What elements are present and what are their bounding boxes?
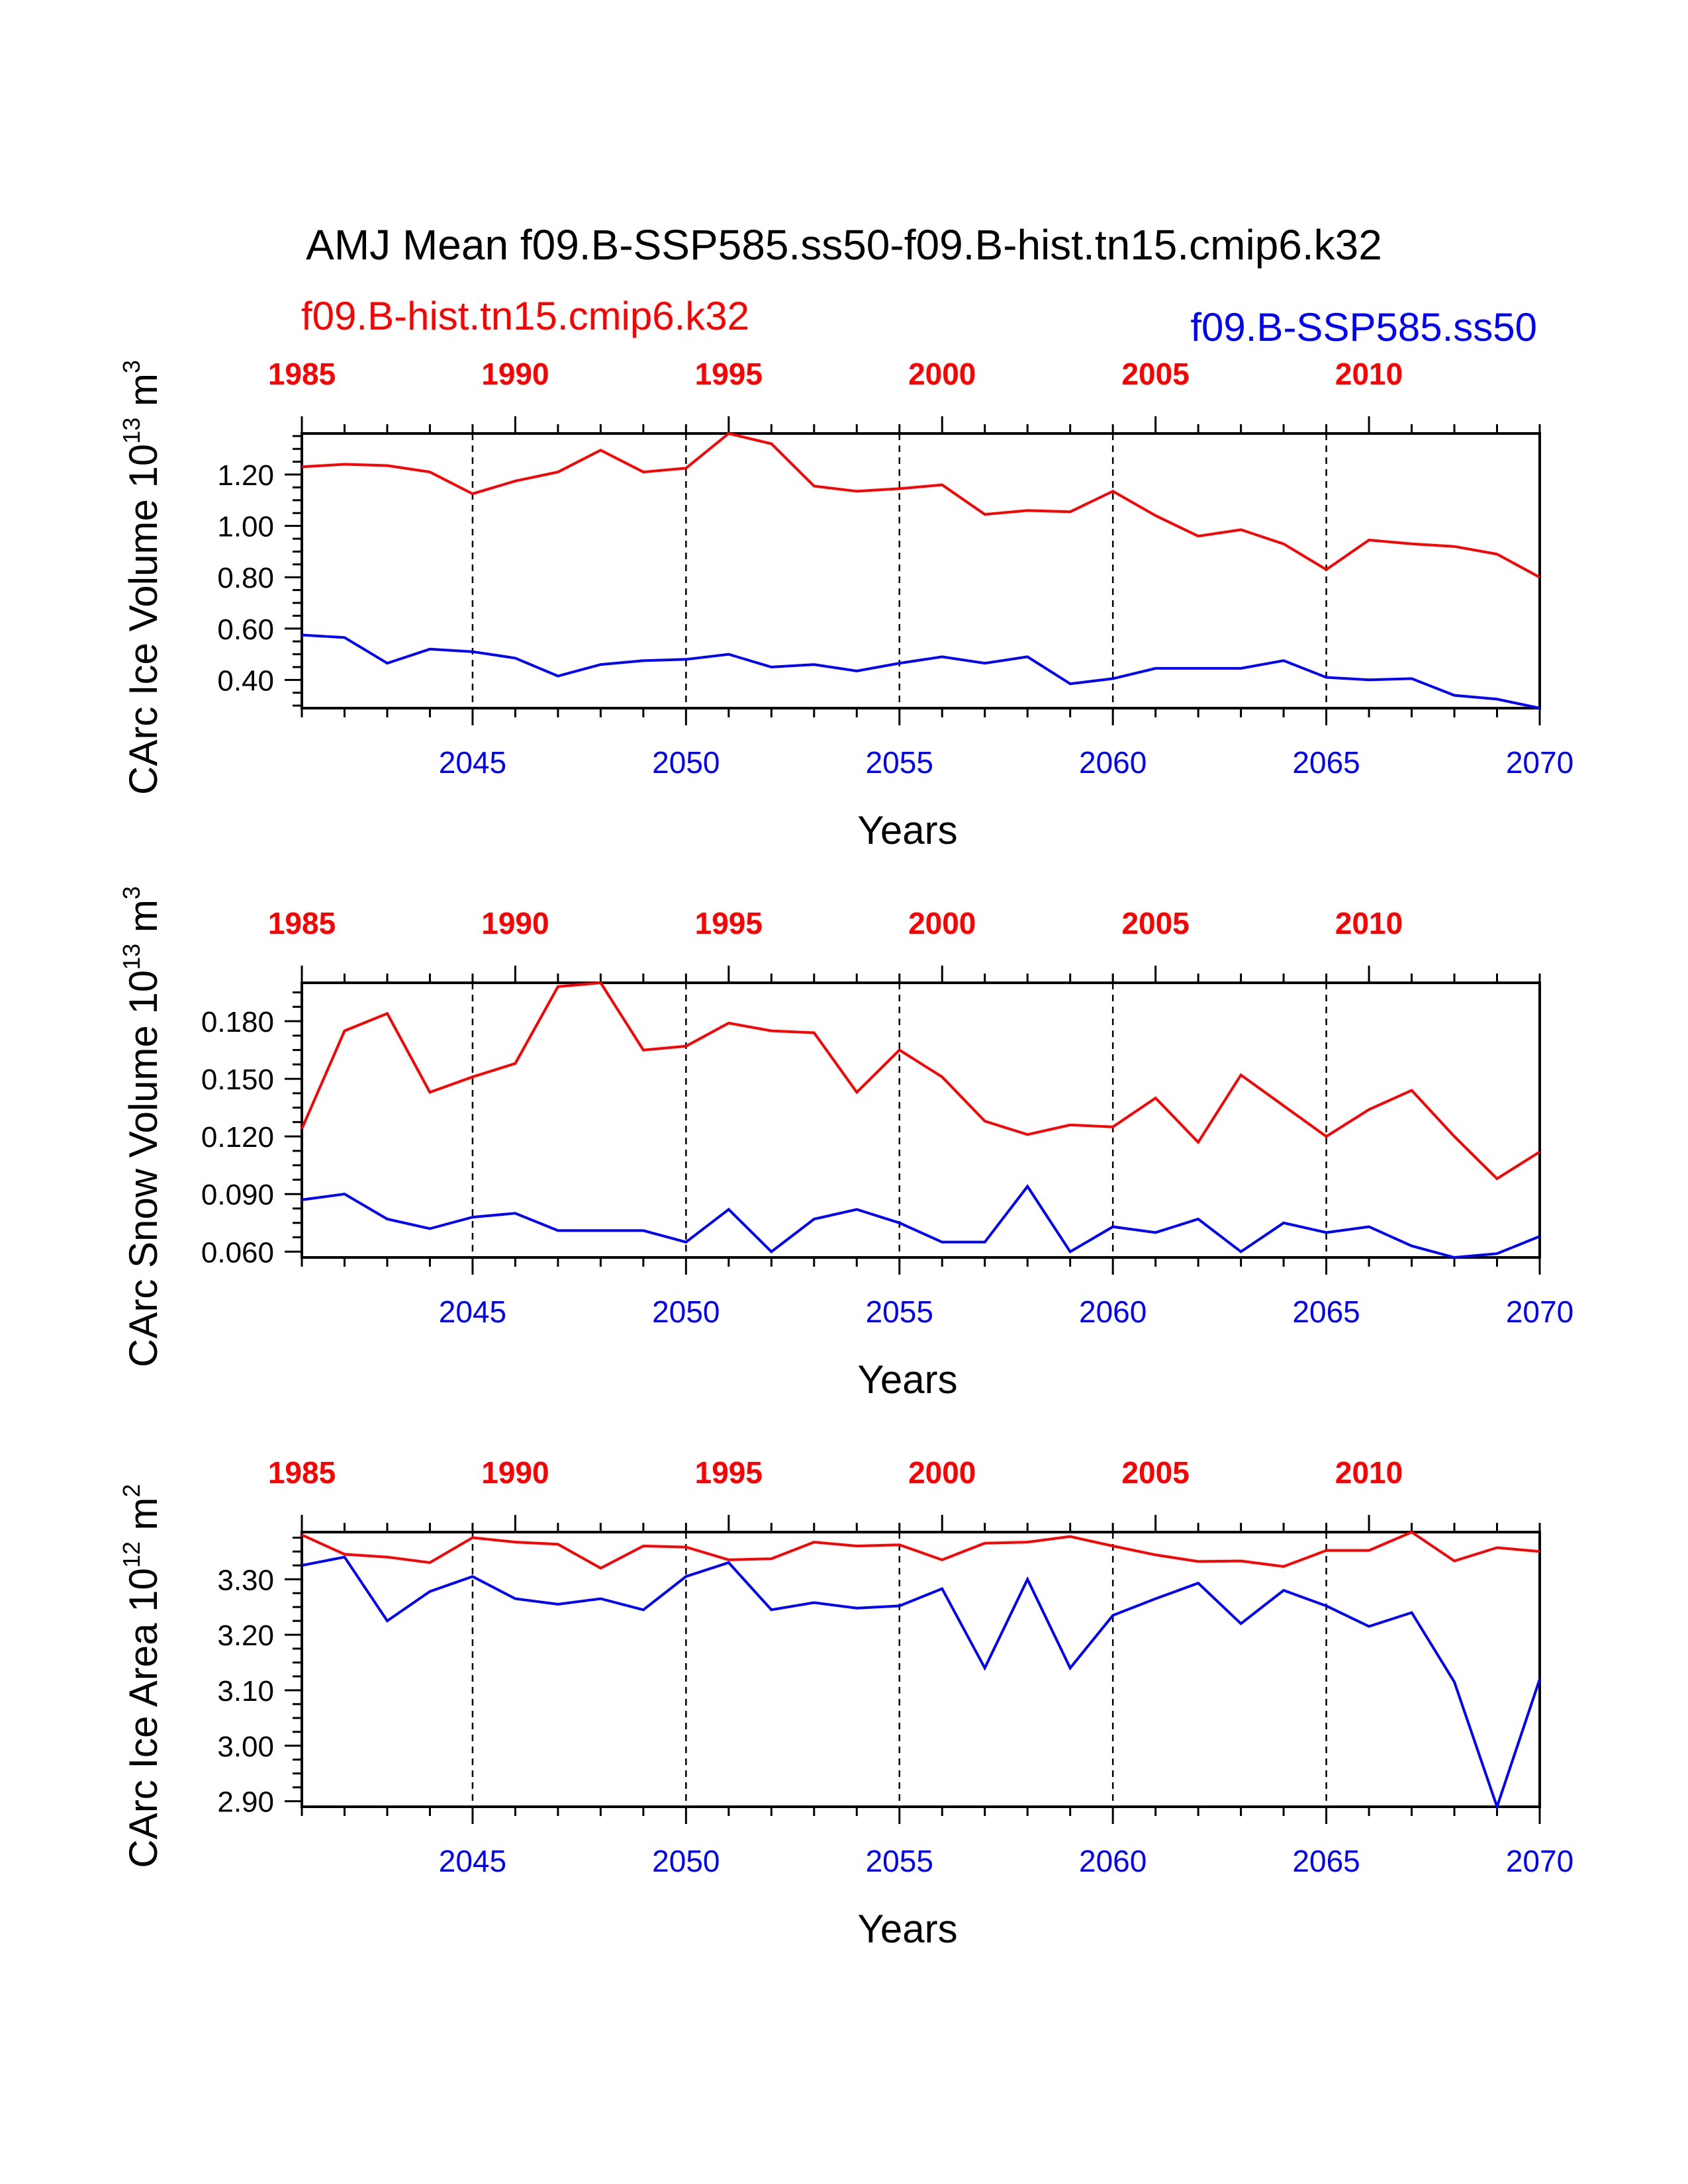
y-tick-label: 0.090 (201, 1179, 274, 1211)
y-label-main: CArc Ice Volume 10 (121, 444, 165, 795)
panel-ice-volume: 2045 2050 2055 2060 2065 2070 1985 1990 1995 2000… (118, 357, 1573, 852)
y-label-unit: m (121, 1497, 165, 1541)
y-label-unit-exponent: 2 (118, 1484, 145, 1497)
y-tick-label: 3.10 (217, 1675, 274, 1707)
x-axis-label: Years (857, 1907, 957, 1951)
x-tick-label-bottom: 2060 (1079, 1295, 1147, 1329)
x-tick-label-bottom: 2050 (652, 1295, 720, 1329)
x-tick-label-bottom: 2055 (866, 1295, 933, 1329)
x-tick-label-top: 1990 (481, 1455, 549, 1490)
figure-title: AMJ Mean f09.B-SSP585.ss50-f09.B-hist.tn… (306, 221, 1382, 269)
y-tick-label: 0.80 (217, 562, 274, 594)
series-line-ssp (301, 633, 1540, 709)
y-tick-label: 0.060 (201, 1236, 274, 1269)
x-tick-label-top: 1985 (268, 906, 336, 940)
x-tick-label-top: 2010 (1335, 1455, 1403, 1490)
x-tick-label-bottom: 2060 (1079, 745, 1147, 780)
x-tick-label-bottom: 2045 (439, 745, 506, 780)
y-tick-label: 2.90 (217, 1786, 274, 1819)
series-line-ssp (301, 1184, 1540, 1259)
y-tick-label: 0.60 (217, 614, 274, 646)
y-label-exponent: 13 (118, 944, 145, 970)
x-tick-label-bottom: 2060 (1079, 1844, 1147, 1878)
x-tick-label-top: 2005 (1121, 357, 1189, 391)
x-tick-label-top: 1995 (695, 906, 763, 940)
x-tick-label-bottom: 2050 (652, 745, 720, 780)
series-line-hist (301, 1530, 1540, 1570)
y-axis-label: CArc Ice Area 1012 m2 (118, 1484, 165, 1868)
y-axis-label: CArc Snow Volume 1013 m3 (118, 886, 165, 1367)
x-axis-label: Years (857, 808, 957, 852)
x-tick-label-top: 1990 (481, 357, 549, 391)
y-tick-label: 0.120 (201, 1121, 274, 1154)
x-tick-label-top: 2000 (908, 357, 976, 391)
x-tick-label-top: 2005 (1121, 906, 1189, 940)
x-tick-label-bottom: 2065 (1292, 745, 1360, 780)
x-tick-label-top: 1990 (481, 906, 549, 940)
x-tick-label-bottom: 2070 (1506, 745, 1573, 780)
x-tick-label-top: 1995 (695, 357, 763, 391)
y-tick-label: 0.180 (201, 1006, 274, 1038)
y-label-exponent: 12 (118, 1541, 145, 1568)
x-tick-label-bottom: 2055 (866, 1844, 933, 1878)
y-label-exponent: 13 (118, 418, 145, 444)
y-label-unit: m (121, 373, 165, 418)
series-line-hist (301, 981, 1541, 1181)
legend-ssp: f09.B-SSP585.ss50 (1190, 305, 1537, 349)
x-tick-label-bottom: 2070 (1506, 1295, 1573, 1329)
x-tick-label-bottom: 2070 (1506, 1844, 1573, 1878)
plot-frame (301, 1531, 1541, 1808)
x-tick-label-bottom: 2065 (1292, 1844, 1360, 1878)
x-tick-label-bottom: 2045 (439, 1844, 506, 1878)
x-tick-label-top: 2000 (908, 1455, 976, 1490)
y-label-main: CArc Snow Volume 10 (121, 970, 165, 1367)
x-tick-label-top: 1995 (695, 1455, 763, 1490)
y-tick-label: 3.00 (217, 1731, 274, 1763)
y-label-unit: m (121, 899, 165, 944)
x-tick-label-bottom: 2045 (439, 1295, 506, 1329)
x-tick-label-top: 1985 (268, 1455, 336, 1490)
panel-ice-area: 2045 2050 2055 2060 2065 2070 1985 1990 1995 2000… (118, 1455, 1573, 1951)
y-tick-label: 3.20 (217, 1619, 274, 1652)
x-tick-label-top: 2010 (1335, 357, 1403, 391)
panel-snow-volume: 2045 2050 2055 2060 2065 2070 1985 1990 1995 2000… (118, 886, 1573, 1402)
series-line-ssp (301, 1555, 1541, 1811)
x-tick-label-bottom: 2050 (652, 1844, 720, 1878)
x-tick-label-top: 2005 (1121, 1455, 1189, 1490)
plot-frame (301, 432, 1541, 709)
y-tick-label: 1.20 (217, 459, 274, 492)
legend-hist: f09.B-hist.tn15.cmip6.k32 (301, 294, 749, 338)
x-tick-label-top: 2000 (908, 906, 976, 940)
x-tick-label-bottom: 2055 (866, 745, 933, 780)
y-label-unit-exponent: 3 (118, 886, 145, 899)
x-tick-label-bottom: 2065 (1292, 1295, 1360, 1329)
y-tick-label: 0.150 (201, 1064, 274, 1096)
y-tick-label: 0.40 (217, 664, 274, 697)
plot-frame (301, 981, 1541, 1259)
y-axis-label: CArc Ice Volume 1013 m3 (118, 360, 165, 795)
y-tick-label: 3.30 (217, 1564, 274, 1596)
y-tick-label: 1.00 (217, 511, 274, 543)
x-tick-label-top: 1985 (268, 357, 336, 391)
series-line-hist (301, 432, 1540, 578)
y-label-main: CArc Ice Area 10 (121, 1568, 165, 1868)
x-axis-label: Years (857, 1357, 957, 1402)
x-tick-label-top: 2010 (1335, 906, 1403, 940)
y-label-unit-exponent: 3 (118, 360, 145, 373)
